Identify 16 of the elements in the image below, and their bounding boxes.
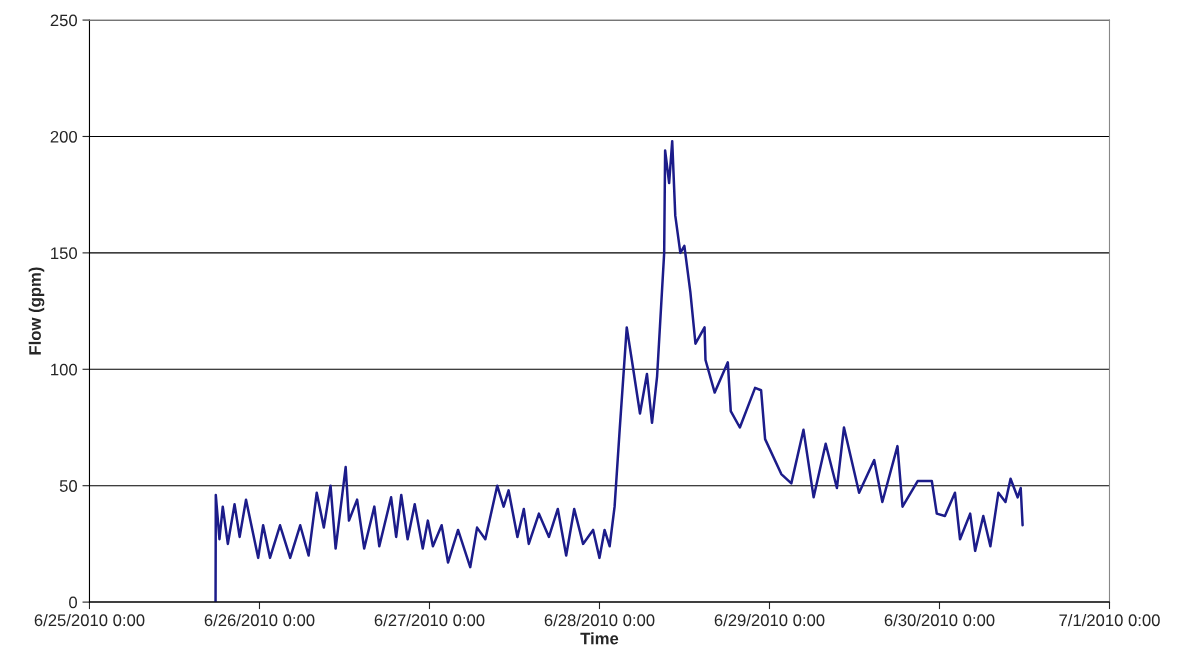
x-tick-label: 6/28/2010 0:00 [544,613,655,627]
y-tick-label: 200 [50,130,78,143]
x-tick-label: 6/26/2010 0:00 [204,613,315,627]
y-tick-label: 0 [69,596,78,609]
x-tick-label: 7/1/2010 0:00 [1059,613,1160,627]
y-tick-label: 250 [50,14,78,27]
y-axis-title: Flow (gpm) [28,267,45,355]
y-tick-label: 100 [51,363,78,376]
line-series [214,139,1024,603]
x-axis-title: Time [580,632,619,645]
x-tick-label: 6/25/2010 0:00 [34,613,145,627]
x-tick-label: 6/29/2010 0:00 [714,613,825,627]
y-tick-label: 150 [51,247,78,260]
y-tick-label: 50 [59,480,78,492]
x-tick-label: 6/27/2010 0:00 [374,613,485,627]
x-tick-label: 6/30/2010 0:00 [884,613,995,627]
